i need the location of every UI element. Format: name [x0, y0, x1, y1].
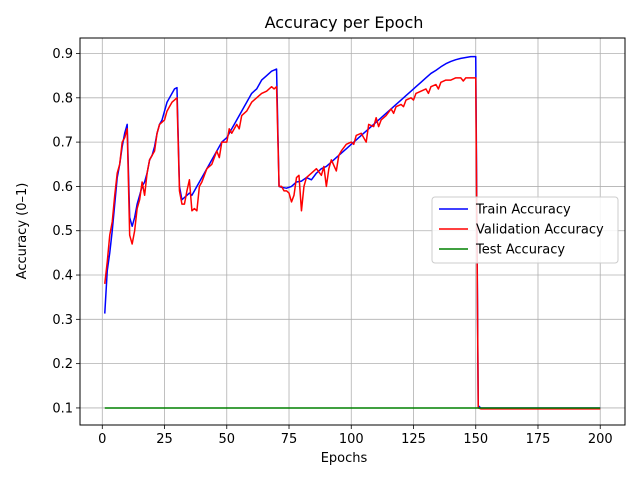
legend: Train Accuracy Validation Accuracy Test Ac… [431, 196, 619, 264]
y-tick-label: 0.2 [52, 357, 73, 372]
x-tick-label: 175 [526, 432, 551, 447]
y-tick-label: 0.8 [52, 91, 73, 106]
x-tick-label: 150 [463, 432, 488, 447]
x-tick-label: 125 [401, 432, 426, 447]
x-tick-label: 200 [588, 432, 613, 447]
series-line-2 [104, 77, 601, 410]
x-tick-label: 50 [218, 432, 235, 447]
series-group [104, 55, 601, 410]
x-tick-label: 100 [339, 432, 364, 447]
x-tick-label: 0 [98, 432, 106, 447]
x-tick-label: 75 [281, 432, 298, 447]
y-axis-label: Accuracy (0–1) [15, 183, 30, 280]
y-tick-label: 0.9 [52, 47, 73, 62]
y-axis-ticks: 0.1 0.2 0.3 0.4 0.5 0.6 0.7 0.8 0.9 [52, 47, 80, 416]
series-line-1 [104, 55, 601, 409]
legend-label-3: Test Accuracy [475, 243, 565, 258]
x-axis-ticks: 0 25 50 75 100 125 150 175 200 [98, 425, 613, 447]
y-tick-label: 0.6 [52, 180, 73, 195]
x-tick-label: 25 [156, 432, 173, 447]
legend-label-2: Validation Accuracy [476, 223, 604, 238]
legend-label-1: Train Accuracy [475, 203, 571, 218]
x-axis-label: Epochs [321, 451, 368, 466]
y-tick-label: 0.4 [52, 269, 73, 284]
plot-frame [79, 37, 626, 426]
y-tick-label: 0.7 [52, 136, 73, 151]
chart-title: Accuracy per Epoch [265, 13, 424, 32]
y-tick-label: 0.3 [52, 313, 73, 328]
y-tick-label: 0.1 [52, 401, 73, 416]
legend-box [431, 196, 619, 264]
y-tick-label: 0.5 [52, 224, 73, 239]
